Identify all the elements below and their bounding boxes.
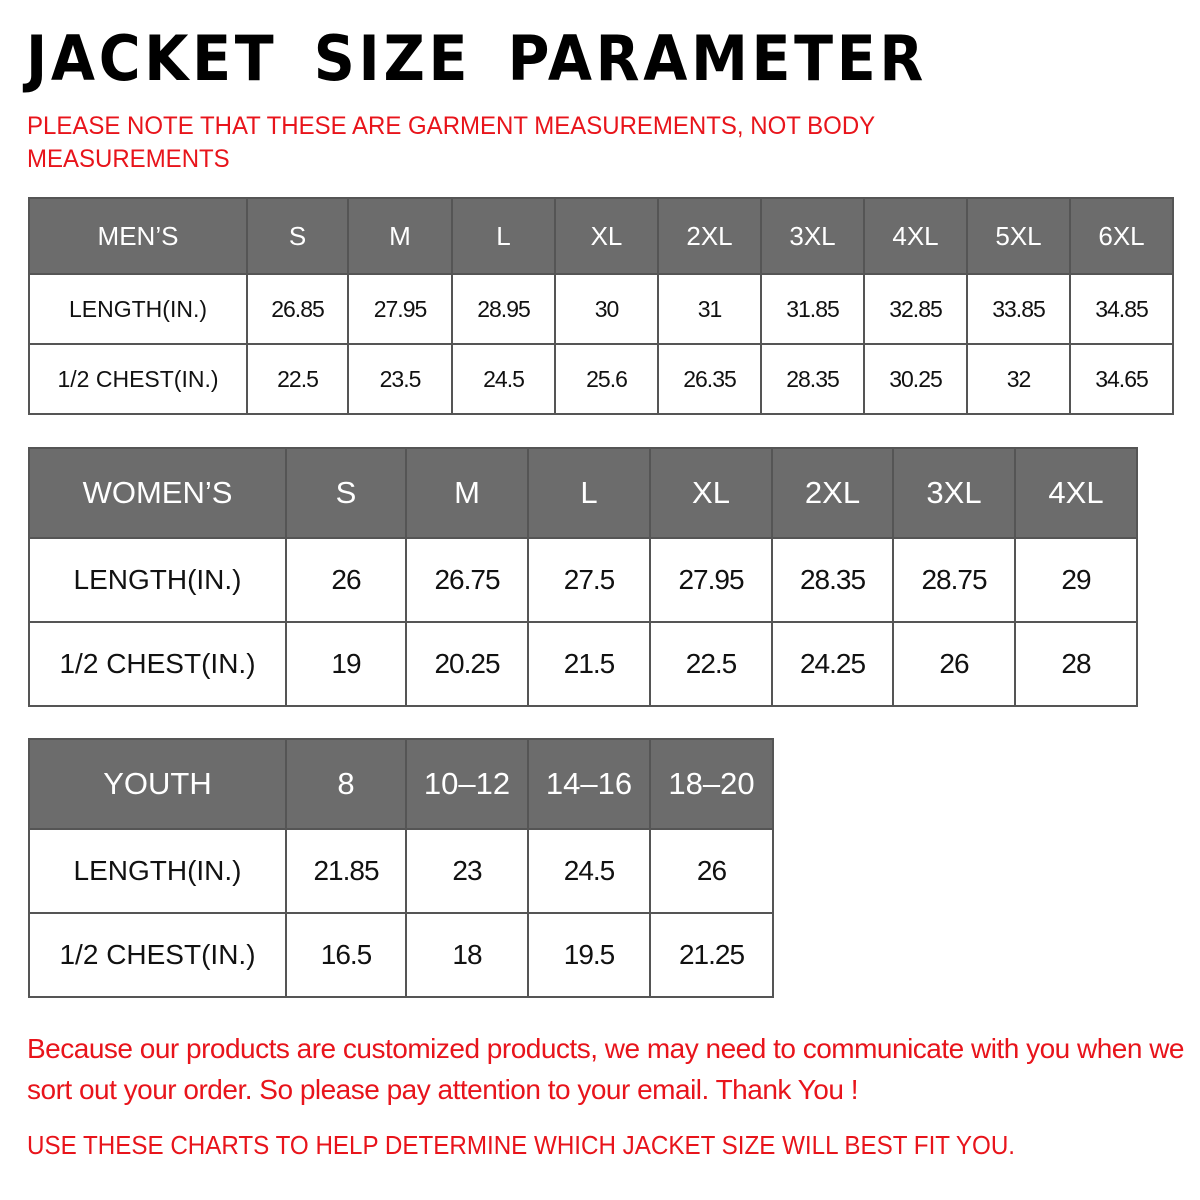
size-header-cell: M <box>347 197 453 275</box>
chart-instruction: USE THESE CHARTS TO HELP DETERMINE WHICH… <box>27 1130 1016 1160</box>
measurement-note: PLEASE NOTE THAT THESE ARE GARMENT MEASU… <box>27 112 875 173</box>
size-header-cell: L <box>527 447 651 539</box>
measurement-cell: 30 <box>554 273 659 345</box>
size-header-cell: 6XL <box>1069 197 1174 275</box>
measurement-cell: 22.5 <box>649 621 773 707</box>
measurement-cell: 32.85 <box>863 273 968 345</box>
row-label-cell: LENGTH(IN.) <box>28 273 248 345</box>
measurement-cell: 26.35 <box>657 343 762 415</box>
measurement-cell: 19.5 <box>527 912 651 998</box>
measurement-cell: 20.25 <box>405 621 529 707</box>
measurement-cell: 23 <box>405 828 529 914</box>
measurement-cell: 26 <box>285 537 407 623</box>
table-title-cell: YOUTH <box>28 738 287 830</box>
size-header-cell: 4XL <box>863 197 968 275</box>
row-label-cell: 1/2 CHEST(IN.) <box>28 621 287 707</box>
size-header-cell: 8 <box>285 738 407 830</box>
size-header-cell: 10–12 <box>405 738 529 830</box>
size-header-cell: XL <box>554 197 659 275</box>
measurement-cell: 28.35 <box>771 537 894 623</box>
measurement-cell: 21.85 <box>285 828 407 914</box>
measurement-cell: 31.85 <box>760 273 865 345</box>
customization-message: Because our products are customized prod… <box>27 1033 1185 1105</box>
row-label-cell: LENGTH(IN.) <box>28 537 287 623</box>
measurement-cell: 22.5 <box>246 343 349 415</box>
measurement-cell: 30.25 <box>863 343 968 415</box>
measurement-cell: 24.5 <box>451 343 556 415</box>
table-row: LENGTH(IN.) 26.85 27.95 28.95 30 31 31.85 32.85… <box>28 273 1174 345</box>
youth-size-table: YOUTH 8 10–12 14–16 18–20 LENGTH(IN.) 21.85 23 2… <box>28 738 774 998</box>
row-label-cell: LENGTH(IN.) <box>28 828 287 914</box>
measurement-cell: 28.95 <box>451 273 556 345</box>
table-row: 1/2 CHEST(IN.) 16.5 18 19.5 21.25 <box>28 912 774 998</box>
page-title: JACKET SIZE PARAMETER <box>26 22 927 95</box>
table-row: LENGTH(IN.) 21.85 23 24.5 26 <box>28 828 774 914</box>
row-label-cell: 1/2 CHEST(IN.) <box>28 912 287 998</box>
mens-size-table: MEN’S S M L XL 2XL 3XL 4XL 5XL 6XL LENGTH(IN.) 26.8… <box>28 197 1174 415</box>
measurement-cell: 24.25 <box>771 621 894 707</box>
size-header-cell: M <box>405 447 529 539</box>
size-header-cell: L <box>451 197 556 275</box>
size-header-cell: XL <box>649 447 773 539</box>
row-label-cell: 1/2 CHEST(IN.) <box>28 343 248 415</box>
measurement-cell: 31 <box>657 273 762 345</box>
table-title-cell: WOMEN’S <box>28 447 287 539</box>
measurement-cell: 34.85 <box>1069 273 1174 345</box>
measurement-cell: 32 <box>966 343 1071 415</box>
measurement-cell: 28.35 <box>760 343 865 415</box>
size-header-cell: S <box>285 447 407 539</box>
measurement-cell: 19 <box>285 621 407 707</box>
measurement-cell: 27.5 <box>527 537 651 623</box>
table-header-row: MEN’S S M L XL 2XL 3XL 4XL 5XL 6XL <box>28 197 1174 275</box>
measurement-cell: 34.65 <box>1069 343 1174 415</box>
womens-size-table: WOMEN’S S M L XL 2XL 3XL 4XL LENGTH(IN.) 26 26.75 2… <box>28 447 1138 707</box>
measurement-cell: 27.95 <box>649 537 773 623</box>
table-title-cell: MEN’S <box>28 197 248 275</box>
size-header-cell: 14–16 <box>527 738 651 830</box>
size-header-cell: 2XL <box>771 447 894 539</box>
table-row: 1/2 CHEST(IN.) 22.5 23.5 24.5 25.6 26.35 28.35… <box>28 343 1174 415</box>
measurement-cell: 21.25 <box>649 912 774 998</box>
measurement-cell: 26.75 <box>405 537 529 623</box>
measurement-cell: 26 <box>649 828 774 914</box>
size-header-cell: 2XL <box>657 197 762 275</box>
measurement-cell: 24.5 <box>527 828 651 914</box>
measurement-cell: 33.85 <box>966 273 1071 345</box>
measurement-cell: 29 <box>1014 537 1138 623</box>
size-header-cell: 3XL <box>892 447 1016 539</box>
size-header-cell: S <box>246 197 349 275</box>
measurement-cell: 25.6 <box>554 343 659 415</box>
measurement-cell: 16.5 <box>285 912 407 998</box>
measurement-cell: 18 <box>405 912 529 998</box>
size-header-cell: 5XL <box>966 197 1071 275</box>
measurement-cell: 21.5 <box>527 621 651 707</box>
table-row: 1/2 CHEST(IN.) 19 20.25 21.5 22.5 24.25 26 28 <box>28 621 1138 707</box>
measurement-cell: 26.85 <box>246 273 349 345</box>
table-row: LENGTH(IN.) 26 26.75 27.5 27.95 28.35 28.75 29 <box>28 537 1138 623</box>
measurement-cell: 26 <box>892 621 1016 707</box>
measurement-cell: 28.75 <box>892 537 1016 623</box>
measurement-cell: 23.5 <box>347 343 453 415</box>
size-header-cell: 3XL <box>760 197 865 275</box>
size-header-cell: 4XL <box>1014 447 1138 539</box>
size-header-cell: 18–20 <box>649 738 774 830</box>
table-header-row: YOUTH 8 10–12 14–16 18–20 <box>28 738 774 830</box>
measurement-cell: 27.95 <box>347 273 453 345</box>
table-header-row: WOMEN’S S M L XL 2XL 3XL 4XL <box>28 447 1138 539</box>
measurement-cell: 28 <box>1014 621 1138 707</box>
